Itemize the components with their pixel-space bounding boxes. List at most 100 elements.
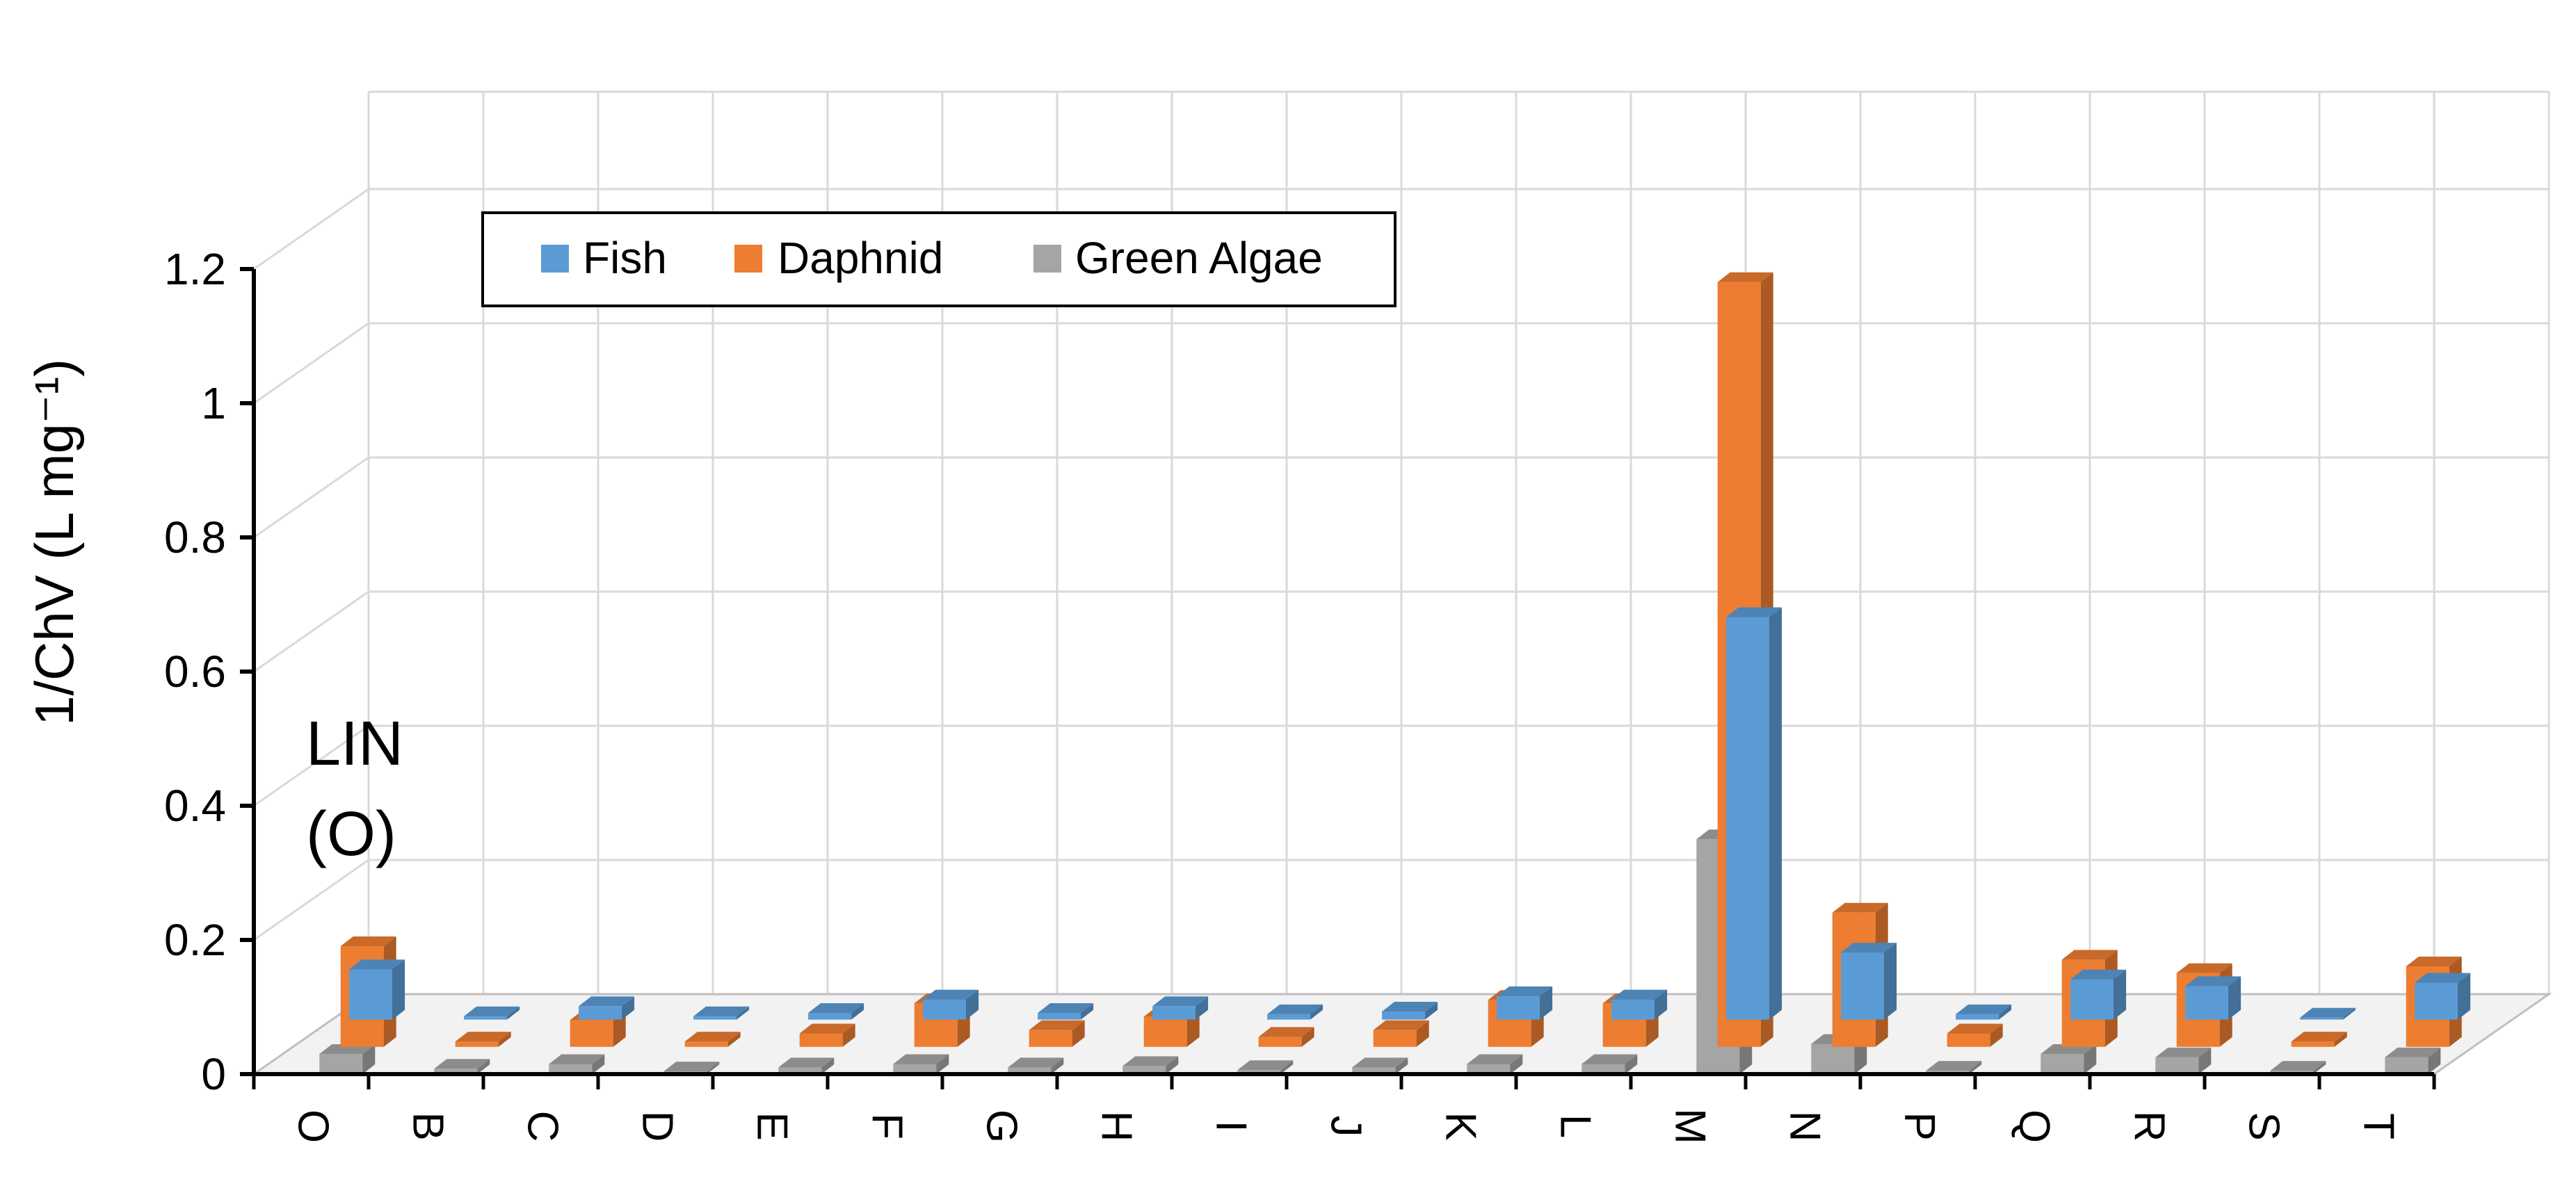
bar-front-face [2040, 1054, 2084, 1074]
bar-front-face [1373, 1030, 1417, 1047]
bar-side-face [1395, 1057, 1408, 1074]
x-tick-label: J [1322, 1116, 1370, 1137]
bar-top-face [1237, 1060, 1294, 1071]
bar-top-face [923, 989, 979, 1000]
bar-green-algae-H [1122, 1056, 1179, 1074]
bar-side-face [821, 1057, 835, 1074]
bar-fish-O [349, 959, 405, 1020]
bar-top-face [1008, 1057, 1064, 1068]
bar-front-face [1152, 1006, 1196, 1020]
bar-top-face [1038, 1003, 1094, 1013]
bar-side-face [1425, 1002, 1438, 1020]
axes: 0 0.2 0.4 0.6 0.8 1 1.2 O B C D E F G H I J K L M N P Q R S T [164, 244, 2436, 1144]
bar-top-face [1841, 943, 1897, 953]
x-tick-label: N [1781, 1111, 1829, 1142]
bar-side-face [622, 996, 635, 1020]
bar-front-face [1811, 1044, 1855, 1074]
bar-side-face [1081, 1003, 1094, 1020]
bar-green-algae-J [1352, 1057, 1408, 1074]
bar-fish-P [1956, 1004, 2012, 1020]
y-tick-label: 0.6 [164, 647, 226, 697]
bar-front-face [684, 1041, 728, 1047]
bar-front-face [1726, 617, 1770, 1020]
bar-side-face [477, 1059, 490, 1074]
x-tick-label: O [289, 1110, 337, 1143]
legend-swatch-fish [541, 245, 569, 273]
bar-front-face [1467, 1064, 1511, 1074]
bar-fish-H [1152, 996, 1209, 1020]
bar-top-face [1947, 1023, 2003, 1034]
bar-side-face [842, 1023, 855, 1047]
bar-front-face [434, 1069, 478, 1074]
bar-side-face [1301, 1027, 1314, 1047]
bar-front-face [1029, 1030, 1072, 1047]
bar-fish-M [1726, 607, 1782, 1020]
bar-side-face [2084, 1044, 2097, 1074]
bar-front-face [1956, 1014, 1999, 1020]
bar-top-face [1382, 1002, 1438, 1012]
bar-front-face [1382, 1012, 1426, 1020]
bar-side-face [1625, 1054, 1638, 1074]
bar-front-face [1581, 1064, 1625, 1074]
side-gridline [253, 590, 369, 673]
bar-top-face [1497, 986, 1553, 996]
side-gridline [253, 724, 369, 807]
x-tick-label: E [748, 1112, 796, 1140]
bar-front-face [2185, 986, 2229, 1020]
bar-top-face [434, 1059, 490, 1069]
x-tick-label: F [863, 1113, 911, 1139]
bar-side-face [1884, 943, 1897, 1020]
bar-side-face [2334, 1032, 2347, 1047]
bar-daphnid-I [1258, 1027, 1314, 1047]
bar-front-face [455, 1041, 499, 1047]
x-tick-label: H [1093, 1111, 1141, 1142]
bar-top-face [1258, 1027, 1314, 1037]
x-tick-label: R [2125, 1111, 2173, 1142]
bar-front-face [570, 1020, 613, 1047]
bar-top-face [1717, 272, 1773, 282]
bar-top-face [2185, 976, 2241, 987]
legend: Fish Daphnid Green Algae [481, 211, 1396, 307]
bar-fish-T [2415, 973, 2471, 1020]
bar-side-face [498, 1032, 511, 1047]
bar-top-face [2270, 1061, 2326, 1071]
bar-fish-D [693, 1006, 750, 1020]
bar-side-face [2313, 1061, 2326, 1074]
bar-front-face [2070, 979, 2114, 1020]
bar-front-face [464, 1016, 508, 1020]
bar-top-face [2176, 963, 2232, 973]
bar-front-face [799, 1033, 843, 1047]
bar-front-face [1352, 1067, 1396, 1074]
bar-front-face [1038, 1012, 1081, 1020]
bar-top-face [2406, 957, 2462, 966]
bar-daphnid-B [455, 1032, 511, 1047]
x-tick-label: T [2355, 1113, 2403, 1139]
bar-front-face [808, 1012, 852, 1020]
bar-green-algae-Q [2040, 1044, 2097, 1074]
bar-top-face [1467, 1054, 1523, 1064]
bar-front-face [893, 1064, 937, 1074]
legend-label-fish: Fish [583, 233, 667, 283]
bar-fish-I [1267, 1004, 1323, 1020]
bar-fish-C [579, 996, 635, 1020]
bar-fish-B [464, 1006, 520, 1020]
bar-top-face [1726, 607, 1782, 617]
bar-side-face [1769, 607, 1782, 1020]
bar-top-face [1581, 1054, 1638, 1064]
x-tick-label: P [1896, 1112, 1944, 1140]
bar-top-face [1152, 996, 1209, 1007]
bar-green-algae-R [2155, 1047, 2212, 1074]
bar-top-face [693, 1006, 750, 1016]
bar-top-face [2291, 1032, 2347, 1042]
x-tick-label: I [1207, 1120, 1255, 1132]
bar-fish-R [2185, 976, 2241, 1020]
y-tick-label: 0 [201, 1049, 226, 1099]
bar-side-face [1990, 1023, 2003, 1047]
side-gridline [253, 322, 369, 405]
bar-side-face [1196, 996, 1209, 1020]
bar-front-face [2385, 1057, 2429, 1074]
bar-top-face [2385, 1047, 2441, 1057]
bar-front-face [2415, 982, 2458, 1020]
bar-top-face [808, 1003, 864, 1013]
bar-top-face [2061, 950, 2118, 960]
